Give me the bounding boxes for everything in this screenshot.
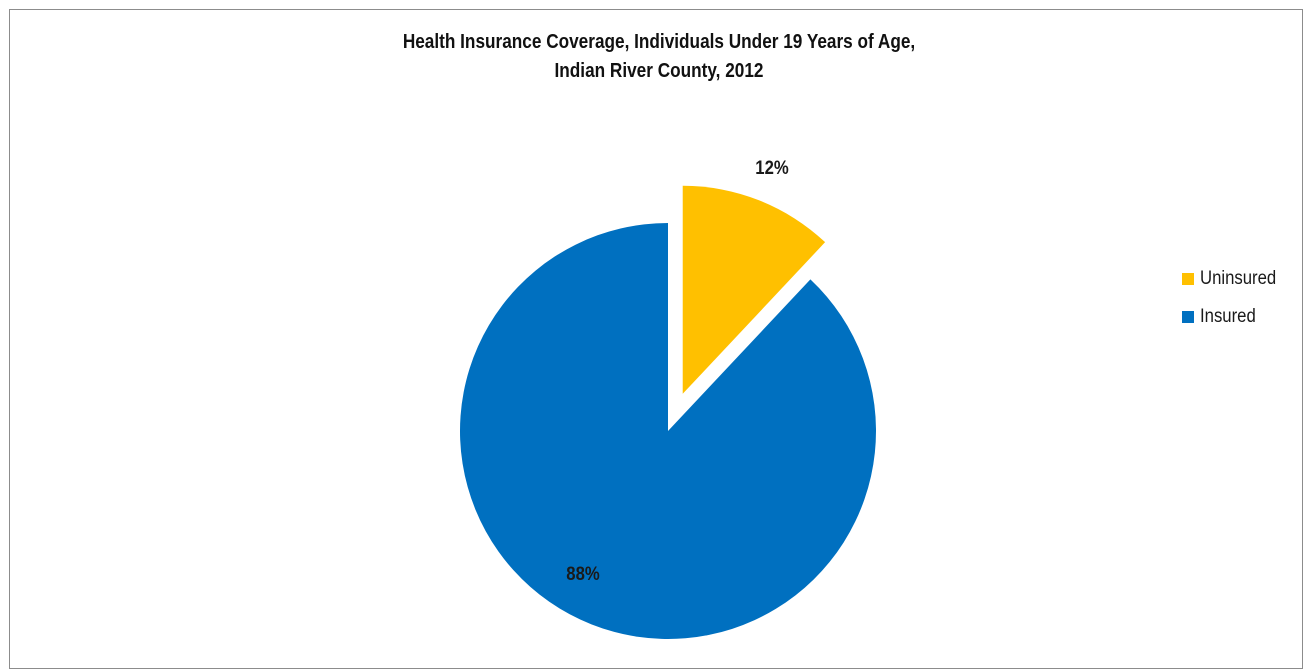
legend: Uninsured Insured — [1182, 268, 1287, 344]
data-label-insured: 88% — [566, 563, 600, 584]
legend-item-uninsured: Uninsured — [1182, 268, 1287, 290]
pie-slice-uninsured — [682, 185, 826, 394]
chart-title-line-1: Health Insurance Coverage, Individuals U… — [402, 31, 916, 53]
chart-title-line-2: Indian River County, 2012 — [554, 60, 764, 82]
legend-label-uninsured: Uninsured — [1200, 268, 1277, 289]
legend-swatch-uninsured — [1182, 273, 1194, 285]
chart-title: Health Insurance Coverage, Individuals U… — [92, 28, 1225, 86]
legend-item-insured: Insured — [1182, 306, 1287, 328]
legend-swatch-insured — [1182, 311, 1194, 323]
pie-slice-insured — [459, 223, 877, 639]
data-label-uninsured: 12% — [755, 157, 789, 178]
legend-label-insured: Insured — [1200, 306, 1256, 327]
